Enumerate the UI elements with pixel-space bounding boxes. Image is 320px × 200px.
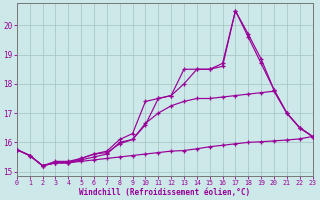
X-axis label: Windchill (Refroidissement éolien,°C): Windchill (Refroidissement éolien,°C) xyxy=(79,188,250,197)
